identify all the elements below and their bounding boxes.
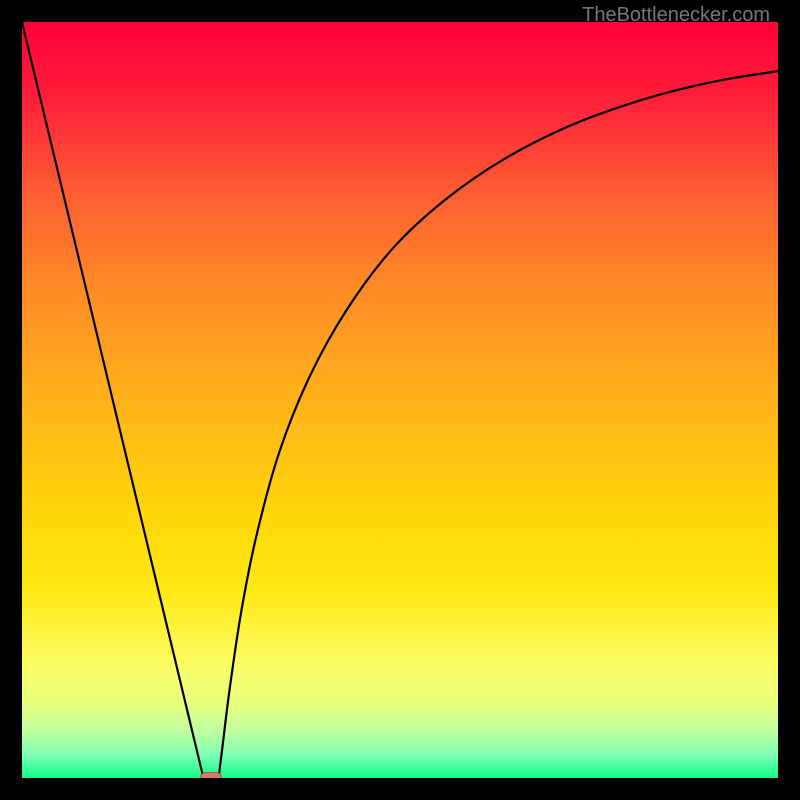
valley-marker xyxy=(200,772,222,778)
curve-layer xyxy=(22,22,778,778)
watermark-text: TheBottlenecker.com xyxy=(582,4,770,27)
chart-frame: TheBottlenecker.com xyxy=(0,0,800,800)
plot-area xyxy=(22,22,778,778)
series-left-edge xyxy=(22,22,203,778)
series-right-curve xyxy=(219,71,778,778)
